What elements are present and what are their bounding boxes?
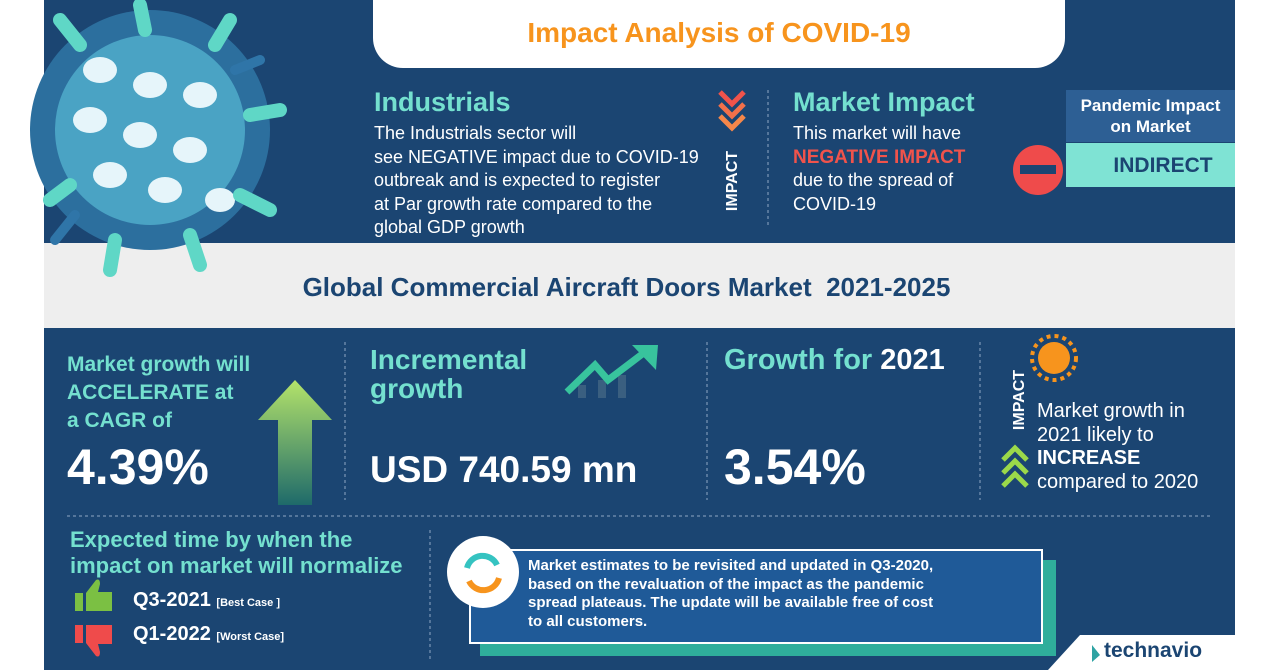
market-name: Global Commercial Aircraft Doors Market: [302, 272, 812, 302]
normalize-heading: Expected time by when the impact on mark…: [70, 527, 403, 579]
line: COVID-19: [793, 193, 877, 214]
incremental-label: Incremental growth: [370, 345, 527, 403]
line: Incremental: [370, 344, 528, 375]
line: Expected time by when the: [70, 527, 353, 552]
line: to all customers.: [528, 612, 648, 630]
chevrons-up: [1001, 444, 1029, 488]
line: see NEGATIVE impact due to COVID-19: [374, 146, 699, 167]
line: a CAGR of: [67, 409, 172, 432]
brand-corner: [1048, 635, 1235, 670]
line: growth: [370, 373, 464, 404]
line: Market growth will: [67, 353, 251, 376]
outlook-text: Market growth in 2021 likely to INCREASE…: [1037, 400, 1198, 494]
pandemic-label: Pandemic Impact on Market: [1066, 95, 1235, 137]
line: Market growth in: [1037, 400, 1185, 422]
dividers: [67, 342, 1210, 660]
note-box: [469, 549, 1043, 644]
growth-value: 3.54%: [724, 439, 866, 495]
best-case: Q3-2021 [Best Case ]: [133, 589, 280, 612]
line: impact on market will normalize: [70, 553, 403, 578]
pandemic-label-box: [1066, 90, 1235, 142]
industry-text: The Industrials sector will see NEGATIVE…: [374, 122, 699, 240]
line: Pandemic Impact: [1080, 96, 1221, 115]
case-note: [Best Case ]: [216, 597, 280, 609]
year: 2021: [880, 344, 945, 376]
worst-case: Q1-2022 [Worst Case]: [133, 623, 284, 646]
virus: [30, 0, 287, 277]
pandemic-value: INDIRECT: [1113, 154, 1213, 177]
heading: Market Impact: [793, 87, 975, 117]
cagr-value: 4.39%: [67, 439, 209, 495]
line: global GDP growth: [374, 217, 525, 237]
line: compared to 2020: [1037, 470, 1199, 493]
brand: technavio: [1104, 639, 1203, 662]
incremental-value: USD 740.59 mn: [370, 449, 638, 490]
sun-icon: [1030, 334, 1078, 382]
thumb-down: [75, 625, 112, 657]
emphasis: NEGATIVE IMPACT: [793, 146, 966, 168]
line: Market estimates to be revisited and upd…: [528, 557, 934, 574]
line: due to the spread of: [793, 170, 954, 190]
title: Impact Analysis of COVID-19: [527, 17, 911, 48]
side-label: IMPACT: [1011, 369, 1029, 431]
line: The Industrials sector will: [374, 123, 577, 143]
emphasis: INCREASE: [1037, 447, 1141, 469]
trend-icon: [564, 345, 658, 398]
label: Growth for: [724, 344, 873, 376]
side-label: IMPACT: [724, 150, 742, 212]
market-years: 2021-2025: [826, 272, 951, 302]
market-impact-text: This market will have NEGATIVE IMPACT du…: [793, 122, 965, 216]
period: Q3-2021: [133, 589, 211, 611]
growth-label: Growth for 2021: [724, 344, 945, 377]
market-title: Global Commercial Aircraft Doors Market …: [44, 272, 1209, 303]
title-pill: [373, 0, 1065, 68]
note-text: Market estimates to be revisited and upd…: [528, 557, 933, 631]
cagr-label: Market growth will ACCELERATE at a CAGR …: [67, 351, 250, 435]
line: ACCELERATE at: [67, 381, 234, 404]
line: spread plateaus. The update will be avai…: [528, 594, 934, 611]
case-note: [Worst Case]: [216, 631, 285, 643]
thumb-up: [75, 579, 112, 611]
pandemic-value-box: [1066, 143, 1235, 187]
line: This market will have: [793, 123, 962, 143]
heading: Industrials: [374, 87, 511, 117]
line: based on the revaluation of the impact a…: [528, 575, 924, 593]
line: at Par growth rate compared to the: [374, 193, 653, 214]
line: on Market: [1110, 117, 1191, 136]
line: outbreak and is expected to register: [374, 170, 661, 190]
up-arrow: [258, 380, 332, 505]
period: Q1-2022: [133, 623, 211, 645]
line: 2021 likely to: [1037, 423, 1154, 446]
chevrons-down: [718, 90, 746, 132]
refresh-icon: [447, 536, 519, 608]
